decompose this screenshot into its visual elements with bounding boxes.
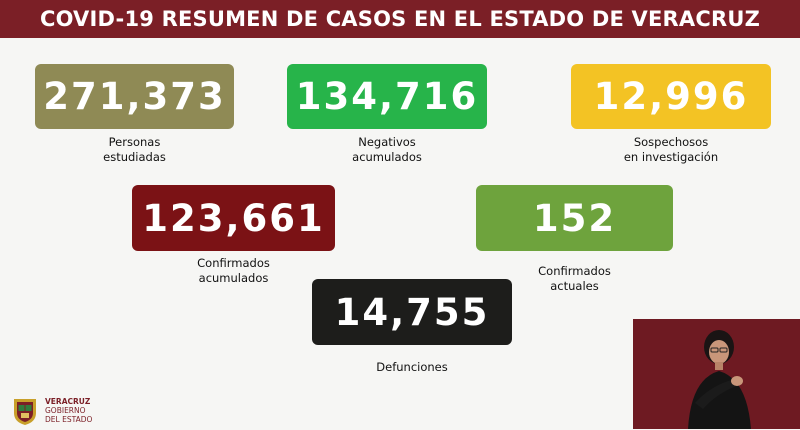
interpreter-figure-icon — [633, 319, 800, 429]
confirmados-acumulados-value: 123,661 — [142, 196, 325, 240]
sospechosos-label: Sospechosos en investigación — [623, 135, 719, 164]
negativos-acumulados-value: 134,716 — [295, 75, 479, 118]
defunciones-value: 14,755 — [334, 290, 490, 334]
personas-estudiadas-value: 271,373 — [43, 75, 226, 118]
page-title: COVID-19 RESUMEN DE CASOS EN EL ESTADO D… — [39, 7, 761, 31]
sign-language-interpreter-video — [633, 319, 800, 429]
defunciones-label: Defunciones — [376, 360, 448, 374]
defunciones-box: 14,755 — [312, 279, 512, 345]
confirmados-actuales-box: 152 — [476, 185, 673, 251]
gobierno-logo-text: VERACRUZ GOBIERNO DEL ESTADO — [45, 397, 92, 424]
confirmados-acumulados-box: 123,661 — [132, 185, 335, 251]
personas-estudiadas-box: 271,373 — [35, 64, 234, 129]
confirmados-actuales-label: Confirmados actuales — [538, 264, 611, 293]
title-banner: COVID-19 RESUMEN DE CASOS EN EL ESTADO D… — [0, 0, 800, 38]
personas-estudiadas-label: Personas estudiadas — [103, 135, 166, 164]
confirmados-actuales-value: 152 — [532, 196, 617, 240]
veracruz-seal-icon — [10, 396, 40, 426]
footer-line-3: DEL ESTADO — [45, 415, 93, 424]
footer-line-1: VERACRUZ — [45, 397, 91, 406]
negativos-acumulados-label: Negativos acumulados — [352, 135, 422, 164]
sospechosos-box: 12,996 — [571, 64, 771, 129]
sospechosos-value: 12,996 — [593, 75, 749, 118]
negativos-acumulados-box: 134,716 — [287, 64, 487, 129]
confirmados-acumulados-label: Confirmados acumulados — [197, 256, 270, 285]
footer-line-2: GOBIERNO — [45, 406, 86, 415]
